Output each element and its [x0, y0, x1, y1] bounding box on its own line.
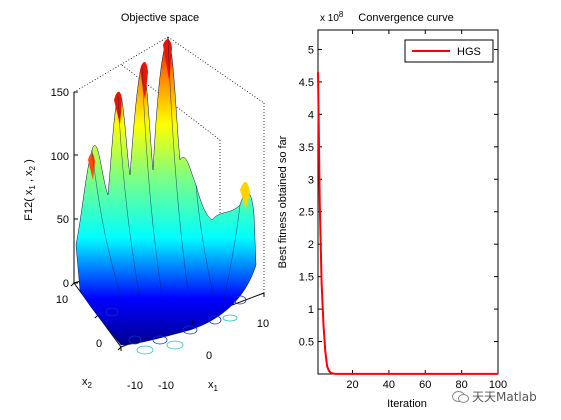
z-tick-label-50: 50	[57, 214, 69, 226]
axes-frame	[317, 29, 499, 375]
z-axis-label: F12( x1 , x2 )	[23, 159, 37, 221]
x-axis-label-3d: x1	[208, 379, 219, 393]
convergence-plot: x 108 Convergence curve 0.5 1 1.5 2 2.5 3 3.5 4…	[277, 10, 507, 410]
convergence-ylabel: Best fitness obtained so far	[277, 135, 289, 268]
x-tick-label: 60	[419, 379, 431, 391]
surface-mesh	[75, 37, 257, 355]
watermark: 天天Matlab	[452, 386, 537, 406]
x-tick-label-10: 10	[257, 318, 269, 330]
x-tick-label-0: 0	[206, 350, 212, 362]
y-tick-label: 2	[308, 239, 314, 251]
y-tick-label-0: 0	[96, 338, 102, 350]
x-tick-label-neg10: -10	[158, 380, 174, 392]
z-ticks	[74, 91, 78, 284]
z-tick-label-0: 0	[63, 278, 69, 290]
y-tick-label-10: 10	[56, 294, 68, 306]
x-tick-label: 40	[383, 379, 395, 391]
surface-plot: Objective space 150 100 50 0	[23, 12, 269, 393]
y-tick-label: 4.5	[299, 77, 314, 89]
y-tick-label: 3	[308, 174, 314, 186]
convergence-xlabel: Iteration	[387, 398, 427, 410]
exponent-label: x 108	[320, 10, 344, 24]
series-layer	[317, 72, 498, 375]
svg-text:F12( x1 , x2 ): F12( x1 , x2 )	[23, 159, 37, 221]
y-tick-label: 0.5	[299, 337, 314, 349]
legend-label-hgs: HGS	[457, 46, 481, 58]
x-tick-label: 100	[489, 379, 507, 391]
legend: HGS	[404, 39, 494, 63]
y-tick-label: 1.5	[299, 272, 314, 284]
y-tick-label: 5	[308, 44, 314, 56]
wechat-icon	[452, 389, 469, 403]
y-tick-label-neg10: -10	[127, 380, 143, 392]
watermark-text: 天天Matlab	[472, 389, 537, 404]
y-axis-label-3d: x2	[82, 376, 93, 390]
x-tick-label: 80	[456, 379, 468, 391]
x-tick-label: 20	[346, 379, 358, 391]
xy-ticks	[70, 282, 265, 351]
x-ticks: 20 40 60 80 100	[346, 30, 507, 391]
series-line-hgs	[317, 72, 498, 375]
surface-title: Objective space	[121, 12, 199, 24]
z-tick-label-150: 150	[51, 87, 69, 99]
z-tick-label-100: 100	[51, 151, 69, 163]
y-tick-label: 4	[308, 109, 314, 121]
y-tick-label: 1	[308, 304, 314, 316]
y-ticks: 0.5 1 1.5 2 2.5 3 3.5 4 4.5 5	[299, 44, 498, 349]
convergence-title: Convergence curve	[358, 12, 453, 24]
y-tick-label: 2.5	[299, 207, 314, 219]
y-tick-label: 3.5	[299, 142, 314, 154]
